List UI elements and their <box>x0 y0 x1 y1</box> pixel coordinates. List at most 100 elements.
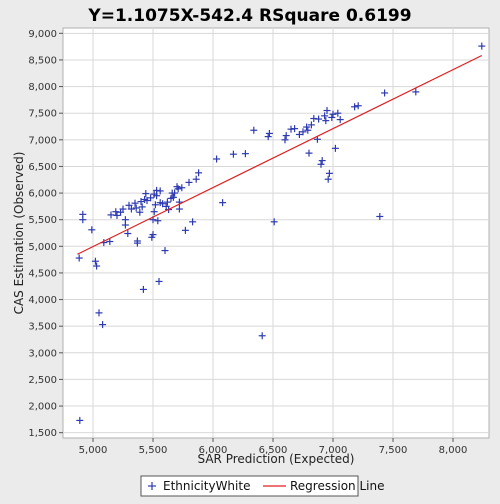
data-point <box>124 230 132 238</box>
data-point <box>317 160 325 168</box>
x-axis: 5,000 5,500 6,000 6,500 7,000 7,500 8,000 <box>79 438 468 456</box>
data-point <box>336 116 344 124</box>
x-tick-label: 5,500 <box>139 445 168 456</box>
data-point <box>178 184 186 192</box>
y-tick-label: 7,500 <box>28 109 57 120</box>
data-point <box>281 136 289 144</box>
data-point <box>95 309 103 317</box>
data-point <box>171 189 179 197</box>
data-point <box>163 198 171 206</box>
y-tick-label: 4,000 <box>28 295 57 306</box>
y-tick-label: 3,000 <box>28 348 57 359</box>
x-tick-label: 6,000 <box>199 445 228 456</box>
data-point <box>331 144 339 152</box>
y-tick-label: 8,000 <box>28 82 57 93</box>
data-point <box>99 321 107 329</box>
data-point <box>264 133 272 141</box>
data-point <box>241 150 249 158</box>
data-point <box>291 125 299 133</box>
data-point <box>381 89 389 97</box>
data-point <box>76 416 84 424</box>
data-point <box>328 113 336 121</box>
data-point <box>175 205 183 213</box>
x-tick-label: 7,500 <box>379 445 408 456</box>
regression-line <box>77 54 483 255</box>
x-tick-label: 7,000 <box>319 445 348 456</box>
y-tick-label: 9,000 <box>28 29 57 40</box>
data-point <box>325 169 333 177</box>
data-point <box>181 226 189 234</box>
data-point <box>270 218 278 226</box>
data-point <box>119 205 127 213</box>
y-tick-label: 5,000 <box>28 242 57 253</box>
legend-box <box>140 475 359 497</box>
data-point <box>295 130 303 138</box>
data-point <box>318 157 326 165</box>
data-point <box>174 185 182 193</box>
y-tick-label: 7,000 <box>28 135 57 146</box>
x-axis-label: SAR Prediction (Expected) <box>198 452 355 466</box>
data-point <box>79 210 87 218</box>
data-point <box>354 102 362 110</box>
data-point <box>132 204 140 212</box>
data-point <box>93 262 101 270</box>
data-point <box>133 237 141 245</box>
data-point <box>169 193 177 201</box>
data-point <box>412 88 420 96</box>
data-point <box>323 107 331 115</box>
data-point <box>138 203 146 211</box>
y-axis: 1,500 2,000 2,500 3,000 3,500 4,000 4,500 5,000… <box>28 29 63 439</box>
chart-title: Y=1.1075X-542.4 RSquare 0.6199 <box>87 6 411 26</box>
x-tick-label: 5,000 <box>79 445 108 456</box>
y-tick-label: 4,500 <box>28 268 57 279</box>
plot-area <box>62 27 490 439</box>
data-point <box>149 231 157 239</box>
data-point <box>161 247 169 255</box>
data-point <box>139 285 147 293</box>
data-point <box>107 211 115 219</box>
data-point <box>151 201 159 209</box>
data-point <box>75 254 83 262</box>
y-tick-label: 3,500 <box>28 322 57 333</box>
data-point <box>88 226 96 234</box>
data-point <box>147 194 155 202</box>
x-tick-label: 8,000 <box>439 445 468 456</box>
data-point <box>106 238 114 246</box>
data-point <box>329 110 337 118</box>
y-tick-label: 2,000 <box>28 402 57 413</box>
data-point <box>265 129 273 137</box>
data-point <box>304 126 312 134</box>
data-point <box>282 132 290 140</box>
data-point <box>213 155 221 163</box>
data-point <box>136 208 144 216</box>
y-tick-label: 6,500 <box>28 162 57 173</box>
data-point <box>143 197 151 205</box>
data-point <box>189 218 197 226</box>
y-tick-label: 5,500 <box>28 215 57 226</box>
y-tick-label: 2,500 <box>28 375 57 386</box>
data-point <box>250 126 258 134</box>
y-tick-label: 8,500 <box>28 55 57 66</box>
y-tick-label: 6,000 <box>28 189 57 200</box>
data-point <box>478 42 486 50</box>
legend-marker-plus <box>148 482 156 490</box>
data-point <box>125 201 133 209</box>
data-point <box>142 190 150 198</box>
data-point <box>113 211 121 219</box>
x-tick-label: 6,500 <box>259 445 288 456</box>
data-point <box>91 257 99 265</box>
data-point <box>305 149 313 157</box>
data-point <box>159 200 167 208</box>
data-point <box>229 150 237 158</box>
grid <box>63 28 489 438</box>
data-point <box>299 128 307 136</box>
data-point <box>156 187 164 195</box>
data-point <box>307 121 315 129</box>
y-axis-label: CAS Estimation (Observed) <box>12 152 26 315</box>
data-point <box>303 123 311 131</box>
data-point <box>334 109 342 117</box>
data-point <box>150 208 158 216</box>
data-point <box>324 175 332 183</box>
data-point <box>155 277 163 285</box>
